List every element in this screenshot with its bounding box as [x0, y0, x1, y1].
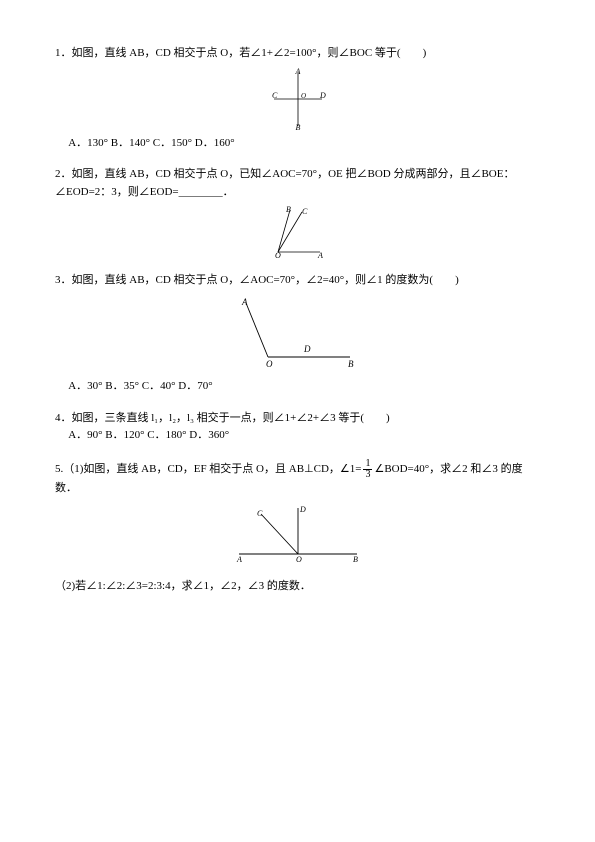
fraction-den: 3: [363, 470, 372, 480]
label-a: A: [236, 555, 242, 564]
problem-6: （2)若∠1:∠2:∠3=2:3:4，求∠1，∠2，∠3 的度数．: [55, 578, 540, 596]
problem-5-text: 5.（1)如图，直线 AB，CD，EF 相交于点 O，且 AB⊥CD，∠1=13…: [55, 459, 540, 498]
problem-1: 1．如图，直线 AB，CD 相交于点 O，若∠1+∠2=100°，则∠BOC 等…: [55, 45, 540, 152]
label-a: A: [241, 297, 248, 307]
perp-diagram-icon: A B O D C: [233, 502, 363, 564]
label-b: B: [348, 359, 354, 369]
fraction-one-third: 13: [363, 459, 372, 480]
problem-4: 4．如图，三条直线 l₁，l₂，l₃ 相交于一点，则∠1+∠2+∠3 等于( )…: [55, 410, 540, 445]
label-o: O: [266, 359, 273, 369]
problem-1-header: 1．如图，直线 AB，CD 相交于点 O，若∠1+∠2=100°，则∠BOC 等…: [55, 45, 540, 63]
cross-diagram-icon: A B C D O: [268, 68, 328, 130]
label-o: O: [296, 555, 302, 564]
problem-3-options: A．30° B．35° C．40° D．70°: [68, 378, 540, 396]
problem-4-options: A．90° B．120° C．180° D．360°: [68, 427, 540, 445]
label-d: D: [299, 505, 306, 514]
problem-4-header: 4．如图，三条直线 l₁，l₂，l₃ 相交于一点，则∠1+∠2+∠3 等于( ): [55, 410, 540, 428]
problem-2: 2．如图，直线 AB，CD 相交于点 O，已知∠AOC=70°，OE 把∠BOD…: [55, 166, 540, 258]
problem-5: 5.（1)如图，直线 AB，CD，EF 相交于点 O，且 AB⊥CD，∠1=13…: [55, 459, 540, 565]
problem-2-figure: O A B C: [270, 206, 326, 258]
problem-2-header: 2．如图，直线 AB，CD 相交于点 O，已知∠AOC=70°，OE 把∠BOD…: [55, 166, 540, 201]
problem-5-figure: A B O D C: [233, 502, 363, 564]
label-a: A: [317, 251, 323, 258]
problem-3-header: 3．如图，直线 AB，CD 相交于点 O，∠AOC=70°，∠2=40°，则∠1…: [55, 272, 540, 290]
label-d: D: [319, 91, 326, 100]
problem-3: 3．如图，直线 AB，CD 相交于点 O，∠AOC=70°，∠2=40°，则∠1…: [55, 272, 540, 395]
problem-3-figure: A O D B: [228, 295, 368, 373]
problem-1-options: A．130° B．140° C．150° D．160°: [68, 135, 540, 153]
label-c: C: [272, 91, 278, 100]
label-c: C: [257, 509, 263, 518]
problem-5-part1: 5.（1)如图，直线 AB，CD，EF 相交于点 O，且 AB⊥CD，∠1=: [55, 463, 361, 475]
label-a: A: [294, 68, 300, 76]
angle-diagram-icon: O A B C: [270, 206, 326, 258]
label-o: O: [301, 92, 306, 100]
problem-1-figure: A B C D O: [268, 68, 328, 130]
lines-diagram-icon: A O D B: [228, 295, 368, 373]
label-b: B: [295, 123, 300, 130]
problem-6-text: （2)若∠1:∠2:∠3=2:3:4，求∠1，∠2，∠3 的度数．: [55, 578, 540, 596]
label-b: B: [353, 555, 358, 564]
label-b: B: [286, 206, 291, 214]
label-o: O: [275, 251, 281, 258]
label-d: D: [303, 344, 311, 354]
label-c: C: [302, 207, 308, 216]
